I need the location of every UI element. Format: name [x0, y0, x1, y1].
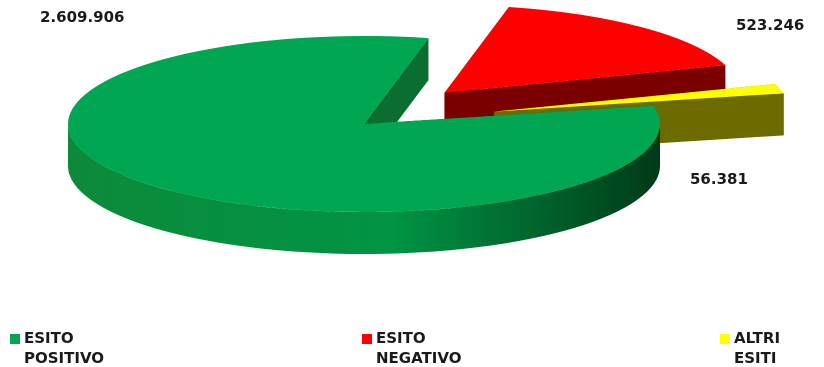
- legend-label-esito-negativo-line1: ESITO: [376, 329, 426, 347]
- legend-item-esito-positivo: ESITO POSITIVO: [10, 328, 144, 367]
- pie-slice-top-esito-negativo: [444, 6, 726, 93]
- legend-label-esito-negativo-line2: NEGATIVO: [376, 349, 462, 367]
- data-labels-layer: 2.609.906 523.246 56.381: [40, 8, 804, 188]
- data-label-esito-negativo: 523.246: [736, 16, 804, 34]
- legend-swatch-esito-negativo: [362, 334, 372, 344]
- pie-slice-top-esito-positivo: [68, 36, 660, 212]
- legend-label-altri-esiti-line1: ALTRI: [734, 329, 781, 347]
- legend-swatch-esito-positivo: [10, 334, 20, 344]
- pie-slice-side-esito-positivo-0: [68, 124, 660, 254]
- legend-item-esito-negativo: ESITO NEGATIVO: [362, 328, 496, 367]
- pie-slice-top-altri-esiti: [494, 83, 784, 112]
- legend-item-altri-esiti: ALTRI ESITI: [720, 328, 814, 367]
- pie-slice-esito-positivo: [68, 36, 660, 254]
- legend-label-altri-esiti-line2: ESITI: [734, 349, 777, 367]
- legend-label-esito-positivo-line1: ESITO: [24, 329, 74, 347]
- data-label-esito-positivo: 2.609.906: [40, 8, 124, 26]
- legend-swatch-altri-esiti: [720, 334, 730, 344]
- slices-layer: [68, 6, 784, 254]
- data-label-altri-esiti: 56.381: [690, 170, 748, 188]
- legend-label-esito-positivo-line2: POSITIVO: [24, 349, 105, 367]
